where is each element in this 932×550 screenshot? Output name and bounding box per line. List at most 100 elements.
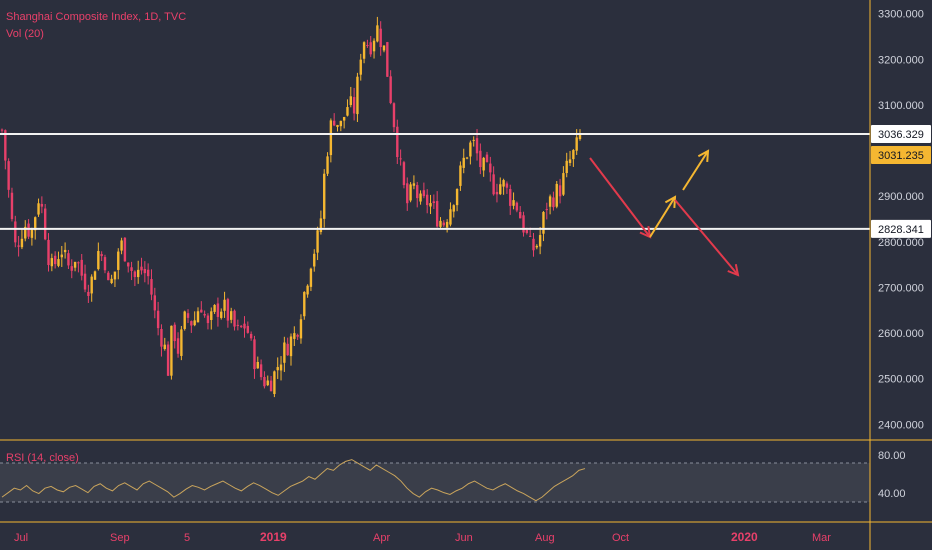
- x-tick-label: 2019: [260, 530, 287, 544]
- candle-body: [392, 103, 396, 128]
- candle-body: [309, 268, 313, 287]
- candle: [163, 337, 166, 351]
- candle: [319, 210, 323, 235]
- candle: [565, 152, 568, 178]
- candle: [206, 313, 210, 330]
- candle-body: [435, 201, 439, 227]
- candle-body: [326, 156, 329, 174]
- candle-body: [469, 142, 472, 157]
- candle-body: [396, 126, 399, 158]
- candle-body: [203, 313, 206, 316]
- candle-body: [432, 201, 436, 204]
- candle-body: [465, 157, 469, 159]
- candle: [299, 314, 303, 344]
- candle-body: [319, 218, 323, 233]
- candle-body: [362, 42, 366, 59]
- x-tick-label: Jul: [14, 532, 28, 544]
- candle: [43, 204, 47, 241]
- candle-body: [442, 222, 446, 226]
- candle: [30, 227, 34, 246]
- candle-body: [286, 343, 289, 356]
- candle: [465, 156, 469, 160]
- candle: [412, 175, 416, 190]
- candle: [153, 287, 157, 319]
- candle-body: [243, 323, 246, 329]
- candle-body: [57, 259, 60, 266]
- candle-body: [67, 253, 70, 266]
- candle: [0, 128, 4, 133]
- candle: [406, 177, 409, 211]
- candle-body: [20, 238, 24, 248]
- candle: [133, 270, 137, 287]
- x-tick-label: Aug: [535, 532, 555, 544]
- candle-body: [216, 303, 220, 317]
- candle-body: [239, 325, 243, 327]
- candle: [509, 184, 512, 215]
- candle: [150, 269, 153, 301]
- candle: [113, 271, 117, 288]
- rsi-tick-label: 40.00: [878, 488, 906, 500]
- candle-body: [130, 267, 133, 271]
- candle: [160, 324, 163, 357]
- candle-body: [83, 273, 87, 290]
- candle: [568, 150, 572, 166]
- candle-body: [386, 42, 389, 77]
- candle-body: [43, 208, 47, 240]
- arrow-shaft: [674, 199, 739, 276]
- candle: [389, 70, 392, 105]
- candle: [342, 116, 346, 129]
- candle-body: [143, 269, 147, 274]
- rsi-band: [0, 463, 870, 502]
- candle-body: [552, 197, 555, 208]
- candle-body: [230, 311, 233, 320]
- candle: [100, 251, 103, 262]
- candle: [332, 113, 336, 127]
- x-tick-label: Apr: [373, 532, 390, 544]
- candle: [462, 148, 465, 174]
- candle-body: [73, 261, 77, 268]
- candle-body: [153, 295, 157, 311]
- candle: [143, 261, 147, 283]
- candle-body: [0, 129, 4, 131]
- candle-body: [60, 254, 63, 258]
- candle-body: [346, 107, 349, 116]
- candle-body: [509, 188, 512, 206]
- candle: [356, 72, 359, 123]
- candle-body: [445, 221, 449, 228]
- candle: [455, 188, 459, 212]
- candle-body: [210, 311, 213, 321]
- candle-body: [323, 173, 326, 219]
- candle: [10, 187, 14, 222]
- arrow-shaft: [649, 196, 676, 238]
- volume-label: Vol (20): [6, 28, 44, 40]
- candle: [339, 120, 343, 132]
- candle-body: [173, 324, 176, 342]
- candle-body: [558, 185, 562, 197]
- x-tick-label: 2020: [731, 530, 758, 544]
- candle-body: [416, 185, 419, 199]
- candle: [7, 158, 10, 198]
- candle-body: [555, 183, 558, 207]
- candle-body: [196, 311, 200, 323]
- candle: [120, 237, 123, 255]
- candle: [445, 219, 449, 233]
- candle-body: [419, 193, 422, 202]
- candle-body: [402, 162, 406, 186]
- price-label-text: 2828.341: [878, 224, 924, 236]
- candle-body: [425, 194, 429, 206]
- candle: [499, 177, 502, 196]
- candle: [239, 324, 243, 328]
- candle-body: [10, 192, 14, 220]
- candle-body: [156, 310, 160, 329]
- candle-body: [123, 237, 127, 262]
- candle-body: [538, 235, 542, 247]
- candle-body: [296, 334, 299, 337]
- candle: [382, 45, 386, 53]
- candle: [449, 202, 452, 227]
- candle-body: [279, 364, 283, 371]
- candle: [57, 251, 60, 268]
- candle-body: [289, 336, 293, 357]
- candle-body: [512, 200, 515, 206]
